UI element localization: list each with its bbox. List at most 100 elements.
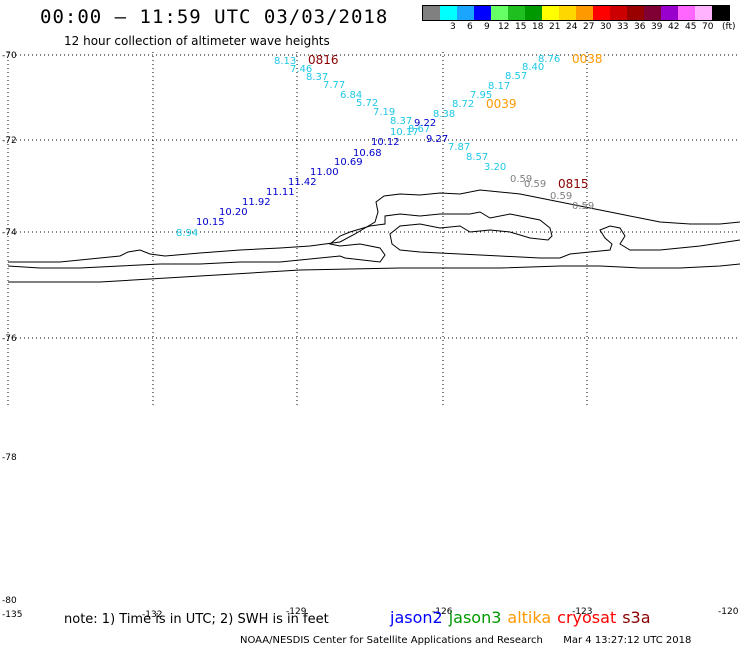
satellite-jason3-label: jason3 <box>448 608 502 627</box>
color-swatch <box>627 6 644 20</box>
wave-height-value: 11.00 <box>310 167 339 178</box>
color-swatch <box>423 6 440 20</box>
pass-time-label: 0039 <box>486 97 517 111</box>
wave-height-value: 0.59 <box>524 179 546 190</box>
color-swatch <box>559 6 576 20</box>
color-scale-label: 6 <box>467 22 473 32</box>
wave-height-value: 8.37 <box>306 72 328 83</box>
color-swatch <box>508 6 525 20</box>
latitude-label: -80 <box>2 596 17 606</box>
longitude-label: -132 <box>142 610 162 620</box>
wave-height-value: 5.72 <box>356 98 378 109</box>
footer-note: note: 1) Time is in UTC; 2) SWH is in fe… <box>64 612 329 627</box>
color-scale-label: 70 <box>702 22 714 32</box>
wave-height-value: 8.57 <box>466 152 488 163</box>
color-swatch <box>542 6 559 20</box>
satellite-jason2-label: jason2 <box>390 608 443 627</box>
wave-height-value: 8.57 <box>505 71 527 82</box>
coastline-path <box>8 263 740 283</box>
wave-height-value: 11.42 <box>288 177 317 188</box>
longitude-label: -123 <box>572 607 592 617</box>
longitude-label: -129 <box>286 607 307 617</box>
color-scale-label: 27 <box>583 22 595 32</box>
wave-height-value: 10.15 <box>196 217 225 228</box>
color-scale-label: 12 <box>498 22 510 32</box>
wave-height-value: 9.27 <box>426 134 448 145</box>
color-swatch <box>678 6 695 20</box>
wave-height-value: 8.37 <box>390 116 412 127</box>
wave-height-value: 0.59 <box>550 191 572 202</box>
color-scale-label: 21 <box>549 22 561 32</box>
pass-time-label: 0816 <box>308 53 339 67</box>
satellite-altika-label: altika <box>507 608 552 627</box>
wave-height-value: 8.40 <box>522 62 544 73</box>
graticule <box>7 52 740 405</box>
color-scale-label: 9 <box>484 22 490 32</box>
color-scale-label: 30 <box>600 22 612 32</box>
color-swatch <box>644 6 661 20</box>
satellite-s3a-label: s3a <box>622 608 651 627</box>
wave-height-value: 6.84 <box>340 90 362 101</box>
wave-height-value: 9.22 <box>414 118 436 129</box>
color-swatch <box>661 6 678 20</box>
wave-height-value: 8.72 <box>452 99 474 110</box>
wave-height-value: 0.59 <box>572 201 594 212</box>
pass-time-label: 0038 <box>572 52 603 66</box>
wave-height-value: 10.20 <box>219 207 248 218</box>
wave-height-labels: 8.137.468.377.776.845.727.198.3710.178.7… <box>176 54 594 239</box>
longitude-label: -120 <box>718 607 739 617</box>
axis-labels: -70 -72 -74 -76 -78 -80 -135 -132 -129 -126 -123 -1… <box>2 51 739 620</box>
wave-height-value: 8.94 <box>176 228 198 239</box>
pass-time-labels: 0816 0038 0039 0815 <box>308 52 603 191</box>
footer-credit: NOAA/NESDIS Center for Satellite Applica… <box>240 635 691 646</box>
map-title: 00:00 – 11:59 UTC 03/03/2018 <box>40 6 389 28</box>
wave-height-value: 3.20 <box>484 162 506 173</box>
color-scale-label: 36 <box>634 22 646 32</box>
wave-height-value: 7.19 <box>373 107 395 118</box>
coastline-path <box>8 189 740 263</box>
latitude-label: -76 <box>2 334 17 344</box>
color-swatch <box>712 6 729 20</box>
color-swatch <box>525 6 542 20</box>
longitude-label: -126 <box>432 607 453 617</box>
credit-text: NOAA/NESDIS Center for Satellite Applica… <box>240 635 543 646</box>
color-swatch <box>576 6 593 20</box>
color-scale-label: 18 <box>532 22 544 32</box>
wave-height-value: 10.12 <box>371 137 400 148</box>
antarctic-coastline <box>7 189 740 283</box>
color-scale-label: 39 <box>651 22 663 32</box>
generated-timestamp: Mar 4 13:27:12 UTC 2018 <box>563 635 692 646</box>
color-scale-bar <box>422 5 730 21</box>
color-scale-label: (ft) <box>722 22 736 32</box>
latitude-label: -74 <box>2 228 17 238</box>
color-swatch <box>457 6 474 20</box>
wave-height-value: 8.76 <box>538 54 560 65</box>
map-subtitle: 12 hour collection of altimeter wave hei… <box>64 34 330 48</box>
wave-height-value: 8.38 <box>433 109 455 120</box>
pass-time-label: 0815 <box>558 177 589 191</box>
wave-height-value: 8.17 <box>488 81 510 92</box>
color-swatch <box>440 6 457 20</box>
wave-height-value: 11.92 <box>242 197 271 208</box>
wave-height-value: 7.95 <box>470 90 492 101</box>
color-scale-label: 3 <box>450 22 456 32</box>
color-scale-label: 42 <box>668 22 680 32</box>
latitude-label: -70 <box>2 51 17 61</box>
color-swatch <box>610 6 627 20</box>
color-scale-label: 24 <box>566 22 578 32</box>
wave-height-value: 7.77 <box>323 80 345 91</box>
latitude-label: -78 <box>2 453 17 463</box>
coastline-path <box>7 211 740 269</box>
wave-height-value: 8.67 <box>408 124 430 135</box>
longitude-label: -135 <box>2 610 22 620</box>
wave-height-value: 8.13 <box>274 56 296 67</box>
satellite-legend: jason2 jason3 altika cryosat s3a <box>390 608 657 627</box>
color-scale-label: 45 <box>685 22 697 32</box>
color-swatch <box>695 6 712 20</box>
wave-height-value: 10.17 <box>390 127 419 138</box>
latitude-label: -72 <box>2 136 17 146</box>
wave-height-value: 10.69 <box>334 157 363 168</box>
color-swatch <box>593 6 610 20</box>
color-swatch <box>474 6 491 20</box>
